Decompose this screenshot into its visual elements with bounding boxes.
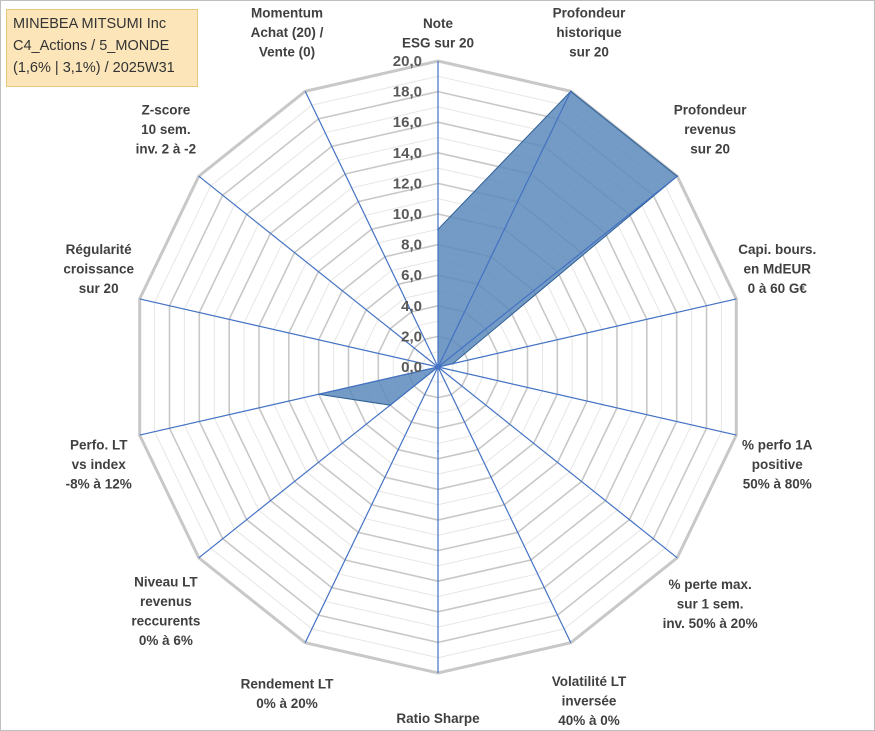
category-label: Ratio Sharpe0 à 1 [396, 711, 480, 731]
category-label-line: Ratio Sharpe [396, 711, 480, 726]
category-label-line: historique [556, 25, 622, 40]
category-label-line: Capi. bours. [738, 242, 816, 257]
category-label: Capi. bours. en MdEUR 0 à 60 G€ [738, 242, 816, 296]
category-label-line: Perfo. LT [70, 438, 128, 453]
tick-label: 4,0 [401, 298, 422, 315]
category-label: Volatilité LT inversée 40% à 0% [552, 674, 627, 728]
category-label-line: sur 20 [79, 281, 119, 296]
category-label-line: 40% à 0% [558, 713, 620, 728]
category-label-line: 0 à 60 G€ [748, 281, 808, 296]
category-label: Z-score 10 sem. inv. 2 à -2 [136, 102, 197, 156]
category-label-line: Vente (0) [259, 45, 315, 60]
axis-spoke [304, 91, 439, 368]
axis-spoke [198, 175, 439, 368]
axis-spoke [437, 175, 678, 368]
category-label-line: vs index [72, 457, 127, 472]
category-label-line: Profondeur [553, 6, 626, 21]
tick-label: 12,0 [393, 175, 422, 192]
tick-label: 14,0 [393, 145, 422, 162]
tick-label: 20,0 [393, 53, 422, 70]
tick-label: 2,0 [401, 328, 422, 345]
axis-spoke [437, 366, 572, 643]
category-label: % perte max. sur 1 sem. inv. 50% à 20% [663, 577, 758, 631]
category-label-line: inversée [562, 693, 617, 708]
axis-spoke [198, 366, 439, 559]
category-label-line: Régularité [66, 242, 133, 257]
category-label-line: 0% à 6% [139, 633, 193, 648]
category-label-line: sur 20 [569, 45, 609, 60]
category-label-line: sur 1 sem. [677, 597, 744, 612]
category-label-line: croissance [63, 261, 134, 276]
category-label: Régularité croissance sur 20 [63, 242, 134, 296]
tick-label: 16,0 [393, 114, 422, 131]
category-label-line: Niveau LT [134, 574, 198, 589]
category-label-line: 10 sem. [141, 122, 191, 137]
axis-spoke [139, 366, 439, 436]
category-label: Perfo. LT vs index -8% à 12% [66, 438, 132, 492]
category-label-line: % perfo 1A [742, 438, 813, 453]
category-label-line: revenus [684, 122, 736, 137]
tick-label: 8,0 [401, 237, 422, 254]
category-label: Rendement LT 0% à 20% [241, 677, 335, 712]
title-line-category: C4_Actions / 5_MONDE [13, 38, 170, 54]
category-label-line: Z-score [142, 102, 191, 117]
axis-spoke [437, 91, 572, 368]
category-label-line: en MdEUR [744, 261, 812, 276]
axis-spoke [437, 366, 678, 559]
category-label-line: ESG sur 20 [402, 36, 474, 51]
category-label-line: % perte max. [668, 577, 751, 592]
category-label-line: sur 20 [690, 141, 730, 156]
category-label-line: positive [752, 457, 804, 472]
category-label-line: Volatilité LT [552, 674, 627, 689]
category-label: % perfo 1A positive 50% à 80% [742, 438, 813, 492]
category-label-line: 0% à 20% [256, 696, 318, 711]
category-label-line: inv. 50% à 20% [663, 616, 758, 631]
tick-label: 10,0 [393, 206, 422, 223]
category-label-line: Achat (20) / [251, 25, 324, 40]
tick-label: 6,0 [401, 267, 422, 284]
category-label-line: reccurents [131, 613, 200, 628]
category-label: Profondeur revenus sur 20 [674, 102, 747, 156]
axis-spoke [437, 298, 737, 368]
axis-spoke [304, 366, 439, 643]
category-label-line: Note [423, 16, 453, 31]
category-label: Niveau LT revenus reccurents 0% à 6% [131, 574, 200, 648]
tick-label: 0,0 [401, 359, 422, 376]
category-label-line: inv. 2 à -2 [136, 141, 197, 156]
category-label-line: revenus [140, 594, 192, 609]
axis-spoke [139, 298, 439, 368]
category-label: Momentum Achat (20) / Vente (0) [251, 6, 324, 60]
category-label-line: -8% à 12% [66, 477, 132, 492]
category-label-line: Profondeur [674, 102, 747, 117]
category-label-line: Rendement LT [241, 677, 335, 692]
category-label-line: Momentum [251, 6, 323, 21]
chart-title-box: MINEBEA MITSUMI Inc C4_Actions / 5_MONDE… [6, 9, 198, 87]
title-line-company: MINEBEA MITSUMI Inc [13, 16, 167, 32]
tick-label: 18,0 [393, 84, 422, 101]
title-line-period: (1,6% | 3,1%) / 2025W31 [13, 60, 175, 76]
axis-spoke [437, 366, 737, 436]
category-label: Profondeur historique sur 20 [553, 6, 626, 60]
category-label: Note ESG sur 20 [402, 16, 474, 51]
category-label-line: 50% à 80% [743, 477, 812, 492]
